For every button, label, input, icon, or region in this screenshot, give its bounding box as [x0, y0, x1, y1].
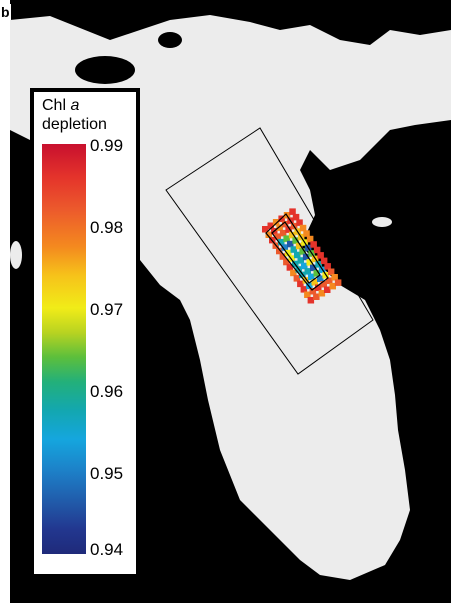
- depletion-cell: [324, 263, 331, 270]
- depletion-cell: [278, 238, 285, 246]
- tick-label: 0.99: [90, 136, 124, 155]
- depletion-cell: [293, 275, 301, 282]
- depletion-cell: [313, 246, 321, 254]
- depletion-cell: [262, 226, 269, 233]
- depletion-cell: [287, 240, 294, 248]
- tick-label: 0.96: [90, 382, 124, 401]
- panel-letter: b: [0, 4, 11, 20]
- depletion-cell: [279, 229, 287, 237]
- depletion-cell: [301, 262, 308, 270]
- depletion-cell: [302, 253, 310, 261]
- depletion-cell: [313, 293, 320, 300]
- depletion-cell: [285, 249, 292, 257]
- depletion-cell: [276, 247, 283, 255]
- depletion-cell: [331, 274, 338, 281]
- depletion-patch: [262, 208, 342, 304]
- depletion-cell: [290, 246, 297, 253]
- depletion-cell: [297, 257, 304, 264]
- depletion-cell: [288, 231, 296, 239]
- depletion-cell: [318, 290, 326, 297]
- depletion-cell: [285, 226, 292, 233]
- depletion-cell: [300, 286, 308, 293]
- colorbar: [42, 144, 86, 554]
- island: [372, 217, 392, 227]
- depletion-cell: [267, 222, 274, 229]
- depletion-cell: [294, 251, 301, 259]
- depletion-cell: [281, 244, 288, 251]
- depletion-cell: [286, 264, 294, 271]
- depletion-cell: [310, 264, 317, 272]
- tick-label: 0.94: [90, 540, 124, 559]
- depletion-cell: [302, 277, 310, 284]
- depletion-cell: [296, 219, 303, 226]
- depletion-cell: [308, 273, 315, 281]
- depletion-cell: [279, 253, 287, 260]
- depletion-cell: [292, 213, 300, 221]
- inlet: [158, 32, 182, 48]
- island: [322, 76, 334, 84]
- legend-title-italic: a: [70, 97, 80, 114]
- depletion-cell: [309, 288, 317, 295]
- depletion-cell: [324, 286, 331, 293]
- depletion-cell: [281, 220, 289, 228]
- legend-title-prefix: Chl: [42, 97, 71, 114]
- tick-label: 0.95: [90, 464, 124, 483]
- inlet: [75, 56, 135, 84]
- depletion-cell: [310, 241, 317, 248]
- depletion-cell: [306, 235, 314, 243]
- inner-box-inner: [271, 221, 321, 284]
- depletion-cell: [290, 269, 297, 277]
- island: [10, 241, 22, 269]
- depletion-cell: [329, 282, 336, 290]
- depletion-cell: [276, 224, 283, 231]
- depletion-cell: [289, 208, 296, 215]
- depletion-cell: [297, 280, 304, 288]
- depletion-cell: [317, 252, 324, 259]
- legend: Chl a depletion 0.99 0.98 0.97 0.96 0.95 …: [30, 88, 140, 578]
- depletion-cell: [313, 270, 320, 277]
- depletion-cell: [304, 268, 311, 275]
- depletion-cell: [327, 268, 335, 275]
- depletion-cell: [265, 231, 272, 238]
- depletion-cell: [306, 259, 313, 266]
- depletion-cell: [299, 248, 306, 255]
- legend-title-suffix: depletion: [42, 116, 107, 133]
- depletion-cell: [303, 230, 310, 237]
- depletion-cell: [326, 277, 333, 284]
- depletion-cell: [307, 297, 315, 304]
- depletion-cell: [283, 235, 290, 242]
- tick-label: 0.97: [90, 300, 124, 319]
- depletion-cell: [288, 255, 295, 262]
- depletion-cell: [320, 257, 328, 265]
- depletion-cell: [274, 233, 281, 240]
- tick-label: 0.98: [90, 218, 124, 237]
- inner-box-outer: [265, 213, 329, 291]
- depletion-cell: [304, 291, 311, 298]
- depletion-cell: [320, 281, 327, 288]
- depletion-cell: [334, 279, 342, 286]
- depletion-cell: [295, 242, 303, 250]
- depletion-cell: [299, 224, 307, 232]
- depletion-cell: [283, 258, 290, 266]
- study-region-box: [165, 127, 374, 375]
- depletion-cell: [292, 237, 299, 244]
- legend-title: Chl a depletion: [42, 96, 107, 134]
- depletion-cell: [272, 219, 280, 226]
- depletion-cell: [311, 279, 318, 286]
- depletion-cell: [317, 275, 324, 282]
- depletion-cell: [315, 284, 322, 291]
